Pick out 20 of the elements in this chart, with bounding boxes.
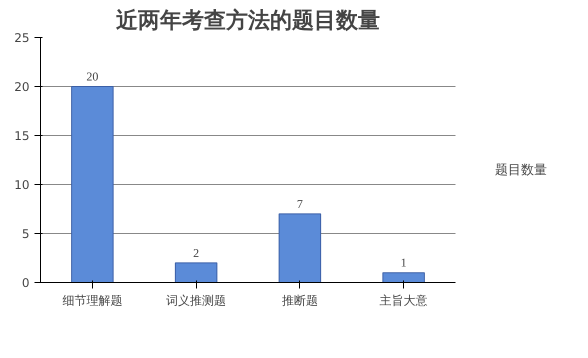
- y-tick-label: 15: [14, 129, 30, 143]
- y-tick-label: 10: [14, 178, 30, 192]
- bar: [278, 213, 322, 282]
- bar: [71, 86, 114, 282]
- data-label: 20: [86, 70, 98, 84]
- y-tick-label: 20: [14, 80, 30, 94]
- x-tick-label: 主旨大意: [380, 294, 428, 308]
- chart-title: 近两年考查方法的题目数量: [115, 8, 380, 32]
- x-tick-label: 细节理解题: [62, 294, 122, 308]
- y-tick-label: 0: [22, 276, 30, 290]
- y-tick-label: 25: [14, 31, 30, 45]
- x-tick-label: 词义推测题: [166, 294, 226, 308]
- bar: [382, 272, 425, 282]
- bar: [174, 262, 218, 282]
- data-label: 7: [296, 196, 303, 211]
- text: 题目数量: [495, 162, 547, 178]
- y-tick-label: 5: [22, 227, 30, 241]
- data-label: 2: [193, 246, 200, 260]
- data-label: 1: [400, 256, 407, 270]
- x-tick-label: 推断题: [282, 294, 318, 308]
